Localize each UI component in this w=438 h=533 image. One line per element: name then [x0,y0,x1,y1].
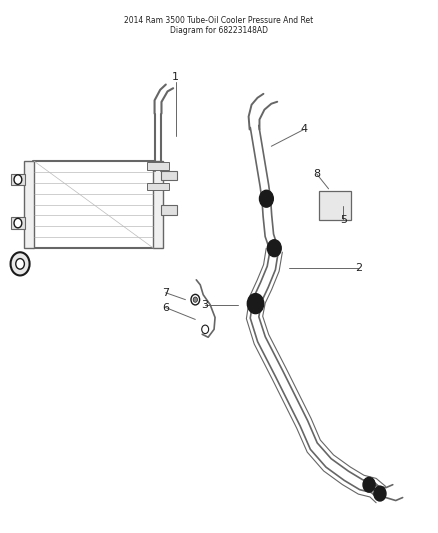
Text: 6: 6 [162,303,169,312]
Text: 8: 8 [313,169,320,179]
Bar [319,191,351,220]
Circle shape [14,175,22,184]
Circle shape [16,259,25,269]
Bar [11,217,25,229]
Text: 1: 1 [172,72,179,82]
Circle shape [363,478,375,492]
Text: 3: 3 [201,300,208,310]
Text: 4: 4 [300,124,307,134]
Text: 7: 7 [162,288,169,298]
Bar [147,161,169,169]
Circle shape [193,297,198,302]
Circle shape [259,190,273,207]
Text: 2: 2 [355,263,362,273]
Bar [147,183,169,190]
Circle shape [14,219,22,228]
Circle shape [267,240,281,256]
Circle shape [247,294,264,313]
Circle shape [11,252,30,276]
Bar [11,174,25,185]
Circle shape [374,486,386,501]
Bar [161,171,177,180]
Circle shape [202,325,208,334]
Text: 5: 5 [340,215,347,225]
Bar [161,206,177,215]
Text: 2014 Ram 3500 Tube-Oil Cooler Pressure And Ret
Diagram for 68223148AD: 2014 Ram 3500 Tube-Oil Cooler Pressure A… [124,16,314,35]
Circle shape [191,294,200,305]
Bar [25,161,34,248]
Bar [153,161,163,248]
